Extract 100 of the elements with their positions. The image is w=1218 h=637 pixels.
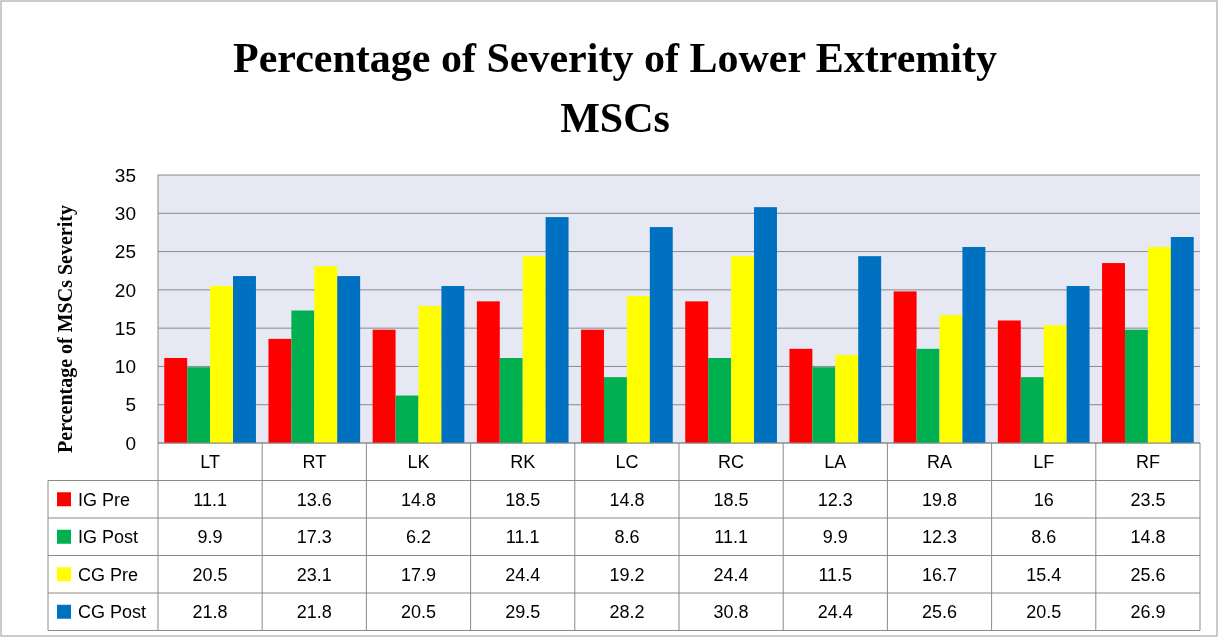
bar bbox=[858, 256, 882, 443]
data-label: 24.4 bbox=[505, 564, 541, 585]
data-label: 19.8 bbox=[921, 489, 958, 510]
data-label: 20.5 bbox=[192, 564, 228, 585]
bar bbox=[1170, 237, 1194, 443]
data-label: 9.9 bbox=[197, 527, 223, 548]
data-label: 26.9 bbox=[1130, 602, 1166, 623]
y-tick-label: 5 bbox=[125, 394, 136, 416]
bar bbox=[685, 301, 709, 443]
x-tick-label: LT bbox=[200, 452, 220, 473]
chart-title: Percentage of Severity of Lower Extremity MSCs bbox=[233, 35, 997, 141]
y-axis-title: Percentage of MSCs Severity bbox=[54, 205, 77, 453]
bar bbox=[268, 338, 292, 443]
bar bbox=[731, 256, 755, 443]
data-label: 16 bbox=[1033, 489, 1054, 510]
data-label: 12.3 bbox=[817, 489, 853, 510]
data-label: 8.6 bbox=[1031, 527, 1057, 548]
data-label: 24.4 bbox=[713, 564, 749, 585]
bar bbox=[314, 266, 338, 443]
bar bbox=[581, 329, 604, 443]
x-tick-label: LF bbox=[1033, 452, 1055, 473]
bar bbox=[337, 276, 361, 443]
x-tick-label: RF bbox=[1135, 452, 1160, 473]
bar bbox=[997, 320, 1021, 443]
legend-label: CG Post bbox=[78, 602, 147, 623]
bar bbox=[603, 377, 627, 443]
data-label: 24.4 bbox=[817, 602, 853, 623]
data-label: 12.3 bbox=[921, 527, 958, 548]
bar bbox=[893, 291, 917, 443]
y-tick-label: 0 bbox=[125, 432, 136, 454]
bar bbox=[1020, 377, 1044, 443]
bar bbox=[1124, 329, 1148, 443]
data-label: 8.6 bbox=[614, 527, 640, 548]
data-label: 14.8 bbox=[609, 489, 645, 510]
data-label: 21.8 bbox=[296, 602, 332, 623]
bar bbox=[835, 354, 859, 443]
data-label: 23.5 bbox=[1130, 489, 1166, 510]
data-label: 14.8 bbox=[400, 489, 437, 510]
bar bbox=[939, 315, 963, 443]
y-tick-label: 15 bbox=[114, 317, 136, 339]
legend-label: CG Pre bbox=[78, 564, 139, 585]
y-tick-label: 25 bbox=[114, 241, 136, 263]
legend-label: IG Pre bbox=[78, 489, 131, 510]
data-label: 25.6 bbox=[921, 602, 958, 623]
x-tick-label: RC bbox=[718, 452, 745, 473]
data-label: 28.2 bbox=[609, 602, 645, 623]
data-label: 14.8 bbox=[1130, 527, 1166, 548]
data-label: 9.9 bbox=[822, 527, 848, 548]
bar bbox=[395, 395, 419, 443]
data-label: 15.4 bbox=[1026, 564, 1062, 585]
bar bbox=[372, 329, 396, 443]
legend-label: IG Post bbox=[78, 527, 139, 548]
bar bbox=[916, 348, 940, 443]
data-label: 17.9 bbox=[400, 564, 437, 585]
bar bbox=[499, 358, 523, 443]
bar bbox=[962, 246, 986, 443]
data-label: 18.5 bbox=[505, 489, 541, 510]
bar bbox=[476, 301, 500, 443]
data-label: 19.2 bbox=[609, 564, 645, 585]
bar bbox=[210, 286, 234, 443]
bar bbox=[649, 227, 673, 443]
data-label: 6.2 bbox=[405, 527, 432, 548]
bar bbox=[754, 207, 777, 443]
data-label: 11.1 bbox=[505, 527, 540, 548]
y-tick-label: 30 bbox=[114, 202, 136, 224]
bar bbox=[626, 295, 650, 443]
y-tick-label: 10 bbox=[114, 356, 136, 378]
bar bbox=[708, 358, 732, 443]
bar bbox=[545, 217, 569, 443]
bar bbox=[233, 276, 256, 443]
data-label: 20.5 bbox=[1026, 602, 1062, 623]
data-label: 25.6 bbox=[1130, 564, 1166, 585]
y-tick-label: 35 bbox=[114, 164, 136, 186]
data-label: 17.3 bbox=[296, 527, 332, 548]
data-label: 20.5 bbox=[400, 602, 437, 623]
data-label: 13.6 bbox=[296, 489, 332, 510]
x-tick-label: LK bbox=[407, 452, 430, 473]
x-tick-label: LC bbox=[615, 452, 639, 473]
y-tick-label: 20 bbox=[114, 279, 136, 301]
x-tick-label: LA bbox=[824, 452, 847, 473]
bar bbox=[418, 305, 442, 443]
bar bbox=[522, 256, 546, 443]
bar bbox=[812, 367, 836, 443]
bar bbox=[441, 286, 465, 443]
bar bbox=[1066, 286, 1090, 443]
bar bbox=[789, 348, 813, 443]
data-label: 18.5 bbox=[713, 489, 749, 510]
bar bbox=[1147, 246, 1171, 443]
x-tick-label: RT bbox=[302, 452, 327, 473]
bar bbox=[291, 310, 315, 443]
bar bbox=[1102, 263, 1125, 443]
data-label: 30.8 bbox=[713, 602, 749, 623]
data-label: 11.5 bbox=[818, 564, 853, 585]
bar bbox=[1043, 325, 1067, 443]
bar bbox=[187, 367, 211, 443]
data-label: 11.1 bbox=[193, 489, 227, 510]
x-tick-label: RK bbox=[510, 452, 536, 473]
data-label: 29.5 bbox=[505, 602, 541, 623]
data-label: 11.1 bbox=[714, 527, 748, 548]
data-label: 16.7 bbox=[921, 564, 958, 585]
